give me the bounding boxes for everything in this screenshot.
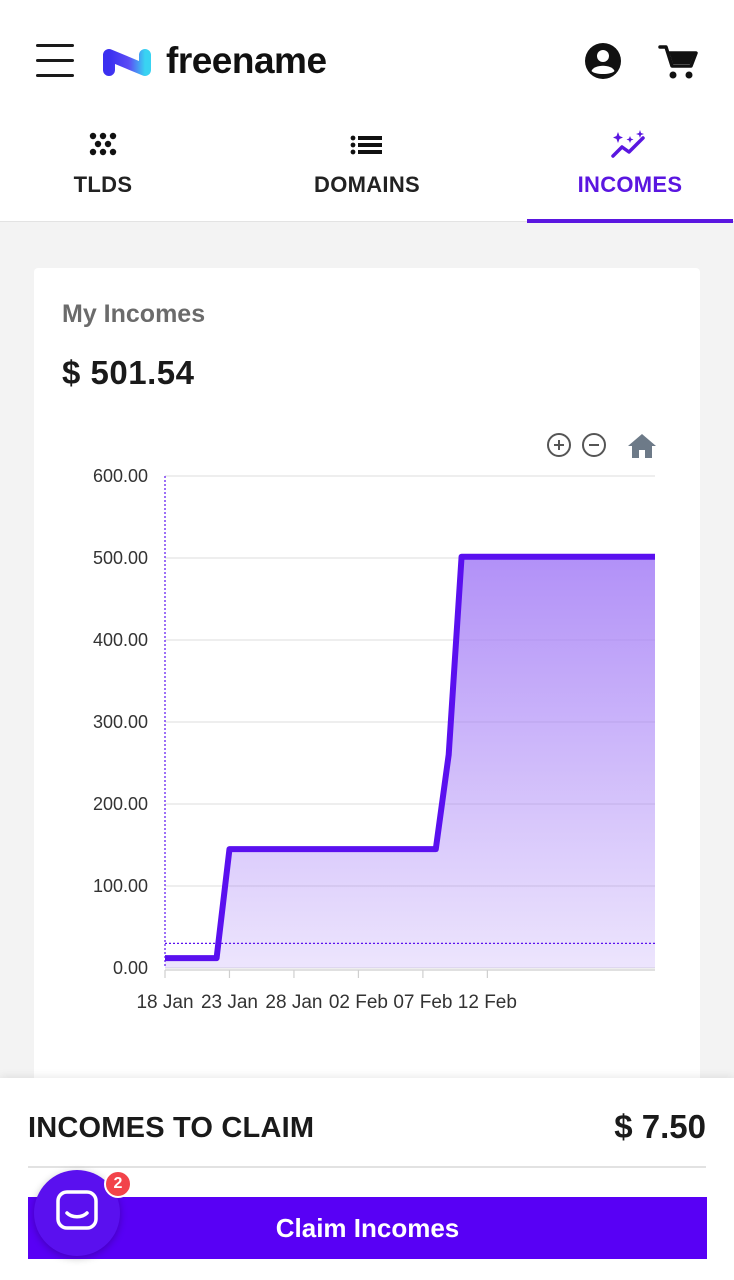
freename-logo-icon [103, 49, 151, 76]
income-chart: 0.00 100.00 200.00 300.00 400.00 500.00 600.00… [93, 466, 655, 1013]
chat-bubble-icon [56, 1190, 98, 1230]
y-tick-label: 300.00 [93, 712, 148, 732]
hamburger-menu-icon[interactable] [36, 44, 74, 78]
divider [28, 1166, 706, 1168]
income-area [165, 556, 655, 968]
logo-text: freename [166, 40, 327, 81]
tab-label: INCOMES [577, 172, 683, 197]
claim-amount: $ 7.50 [614, 1108, 706, 1145]
x-tick-label: 12 Feb [458, 992, 517, 1013]
total-income-amount: $ 501.54 [62, 354, 195, 391]
y-tick-label: 0.00 [113, 958, 148, 978]
zoom-out-icon[interactable] [581, 432, 607, 458]
x-tick-label: 07 Feb [393, 992, 452, 1013]
sparkle-chart-icon [611, 130, 645, 158]
zoom-in-icon[interactable] [546, 432, 572, 458]
claim-label: INCOMES TO CLAIM [28, 1112, 315, 1144]
y-tick-label: 600.00 [93, 466, 148, 486]
incomes-card: My Incomes $ 501.54 0.00 100.00 200.00 300.… [34, 268, 700, 1098]
tab-domains[interactable]: DOMAINS [264, 124, 470, 222]
tab-label: TLDS [73, 172, 133, 197]
y-tick-label: 400.00 [93, 630, 148, 650]
y-tick-label: 100.00 [93, 876, 148, 896]
y-tick-label: 500.00 [93, 548, 148, 568]
notification-badge: 2 [104, 1170, 132, 1198]
dots-grid-icon [89, 132, 117, 156]
income-line [165, 553, 655, 962]
tab-label: DOMAINS [314, 172, 420, 197]
tab-bar: TLDS DOMAINS INCOMES [0, 124, 734, 223]
claim-panel: INCOMES TO CLAIM $ 7.50 Claim Incomes [0, 1078, 734, 1280]
home-icon[interactable] [626, 432, 658, 460]
x-tick-label: 23 Jan [201, 992, 258, 1013]
account-circle-icon[interactable] [584, 42, 622, 80]
claim-incomes-button[interactable]: Claim Incomes [28, 1197, 707, 1259]
tab-tlds[interactable]: TLDS [0, 124, 206, 222]
x-tick-label: 18 Jan [136, 992, 193, 1013]
x-tick-label: 28 Jan [265, 992, 322, 1013]
card-title: My Incomes [62, 300, 206, 328]
tab-incomes[interactable]: INCOMES [527, 124, 733, 223]
x-tick-label: 02 Feb [329, 992, 388, 1013]
list-icon [350, 135, 382, 155]
y-tick-label: 200.00 [93, 794, 148, 814]
shopping-cart-icon[interactable] [658, 42, 698, 82]
app-header: freename [0, 0, 734, 124]
